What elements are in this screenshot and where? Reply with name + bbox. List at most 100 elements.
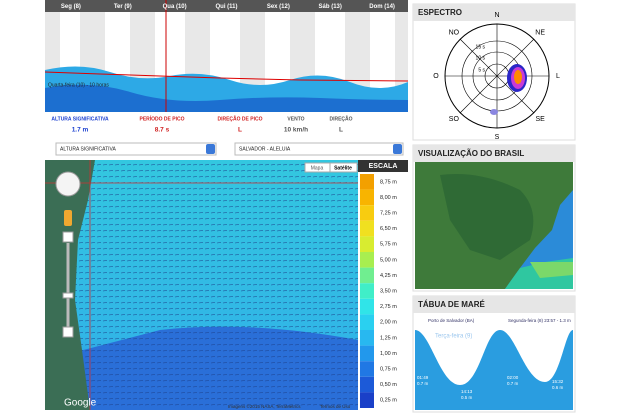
- scale-label: 1,00 m: [380, 351, 397, 357]
- ring-label: 5 s: [478, 67, 485, 73]
- scale-swatch: [360, 174, 374, 190]
- chart-bg: [44, 0, 409, 112]
- polar-plot: [444, 23, 550, 129]
- direction-label: NE: [535, 30, 545, 37]
- scale-swatch: [360, 392, 374, 408]
- scale-label: 5,75 m: [380, 242, 397, 248]
- day-label[interactable]: Dom (14): [369, 4, 395, 10]
- scale-swatch: [360, 330, 374, 346]
- scale-swatch: [360, 220, 374, 237]
- tide-height: 0.7 m: [507, 381, 519, 386]
- map-button-label[interactable]: Mapa: [311, 165, 324, 171]
- direction-label: L: [556, 73, 560, 80]
- panel-title: ESPECTRO: [418, 8, 462, 17]
- tide-height: 0.5 m: [461, 395, 473, 400]
- select-value[interactable]: SALVADOR - ALELUIA: [239, 146, 291, 152]
- info-label: DIREÇÃO: [329, 115, 352, 122]
- day-label[interactable]: Sáb (13): [319, 4, 342, 10]
- scale-swatch: [360, 236, 374, 252]
- info-value: 1.7 m: [72, 127, 89, 134]
- scale-label: 0,50 m: [380, 382, 397, 388]
- brazil-map: [415, 162, 573, 289]
- scale-label: 0,75 m: [380, 366, 397, 372]
- select[interactable]: [55, 142, 217, 156]
- scale-label: 6,50 m: [380, 226, 397, 232]
- panel-title: VISUALIZAÇÃO DO BRASIL: [418, 149, 524, 158]
- tide-day: Terça-feira (9): [435, 334, 472, 340]
- scale-swatch: [360, 189, 374, 206]
- info-value: L: [238, 127, 242, 134]
- tide-current: Segunda-feira (8) 23:57 - 1.3 m: [508, 318, 571, 323]
- panel: [412, 3, 576, 141]
- tide-chart: [415, 315, 573, 410]
- tide-time: 14:13: [461, 389, 473, 394]
- select-value[interactable]: ALTURA SIGNIFICATIVA: [60, 146, 117, 152]
- scale-swatch: [360, 314, 374, 330]
- wave-map: [45, 160, 358, 410]
- scale-swatch: [360, 376, 374, 393]
- direction-label: SE: [535, 116, 545, 123]
- scale-label: 5,00 m: [380, 257, 397, 263]
- info-value: L: [339, 127, 343, 134]
- scale-label: 8,75 m: [380, 179, 397, 185]
- scale-label: 7,25 m: [380, 210, 397, 216]
- tide-time: 01:49: [417, 375, 429, 380]
- day-label[interactable]: Seg (8): [61, 4, 81, 10]
- map-controls[interactable]: [55, 171, 81, 338]
- scale-swatch: [360, 267, 374, 284]
- day-label[interactable]: Qua (10): [163, 4, 187, 10]
- scale-swatch: [360, 283, 374, 299]
- scale-label: 3,50 m: [380, 288, 397, 294]
- info-value: 10 km/h: [284, 127, 308, 134]
- info-label: VENTO: [287, 116, 304, 122]
- direction-label: S: [495, 134, 500, 141]
- scale-swatch: [360, 205, 374, 221]
- info-value: 8.7 s: [155, 127, 170, 134]
- tide-time: 02:00: [507, 375, 519, 380]
- scale-label: 8,00 m: [380, 195, 397, 201]
- google-logo: Google: [64, 398, 97, 409]
- direction-label: NO: [449, 30, 460, 37]
- scale-header: [358, 160, 408, 172]
- day-label[interactable]: Ter (9): [114, 4, 132, 10]
- panel-header: [413, 4, 575, 21]
- day-label[interactable]: Sex (12): [267, 4, 290, 10]
- map-button-label[interactable]: Satélite: [334, 165, 352, 171]
- select-arrow[interactable]: [393, 144, 402, 154]
- scale-label: 2,00 m: [380, 320, 397, 326]
- day-header: [45, 0, 408, 12]
- caption: Quarta-feira (10) - 10 horas: [48, 82, 109, 88]
- scale-label: 0,25 m: [380, 398, 397, 404]
- ring-label: 15 s: [476, 44, 486, 50]
- panel-title: TÁBUA DE MARÉ: [418, 300, 485, 309]
- scale-swatch: [360, 345, 374, 362]
- day-label[interactable]: Qui (11): [215, 4, 237, 10]
- tide-port: Porto de Salvador (BA): [428, 318, 475, 323]
- map-button[interactable]: [329, 162, 358, 173]
- map-terms[interactable]: Termos de Uso: [320, 404, 351, 409]
- scale-title: ESCALA: [369, 163, 398, 170]
- direction-label: N: [494, 12, 499, 19]
- scale-label: 1,25 m: [380, 335, 397, 341]
- scale-swatch: [360, 252, 374, 268]
- panel-header: [413, 145, 575, 162]
- scale-swatch: [360, 361, 374, 377]
- map-credits: Imagens ©2015 NASA, TerraMetrics: [228, 403, 301, 409]
- tide-time: 15:32: [552, 379, 564, 384]
- direction-label: O: [433, 73, 439, 80]
- scale-label: 2,75 m: [380, 304, 397, 310]
- info-label: DIREÇÃO DE PICO: [217, 115, 262, 122]
- info-label: ALTURA SIGNIFICATIVA: [51, 116, 109, 122]
- select-arrow[interactable]: [206, 144, 215, 154]
- select[interactable]: [234, 142, 404, 156]
- direction-label: SO: [449, 116, 460, 123]
- scale-label: 4,25 m: [380, 273, 397, 279]
- panel-header: [413, 296, 575, 313]
- ring-label: 10 s: [476, 55, 486, 61]
- info-label: PERÍODO DE PICO: [139, 114, 184, 122]
- tide-height: 0.7 m: [417, 381, 429, 386]
- scale-swatch: [360, 298, 374, 315]
- tide-height: 0.6 m: [552, 385, 564, 390]
